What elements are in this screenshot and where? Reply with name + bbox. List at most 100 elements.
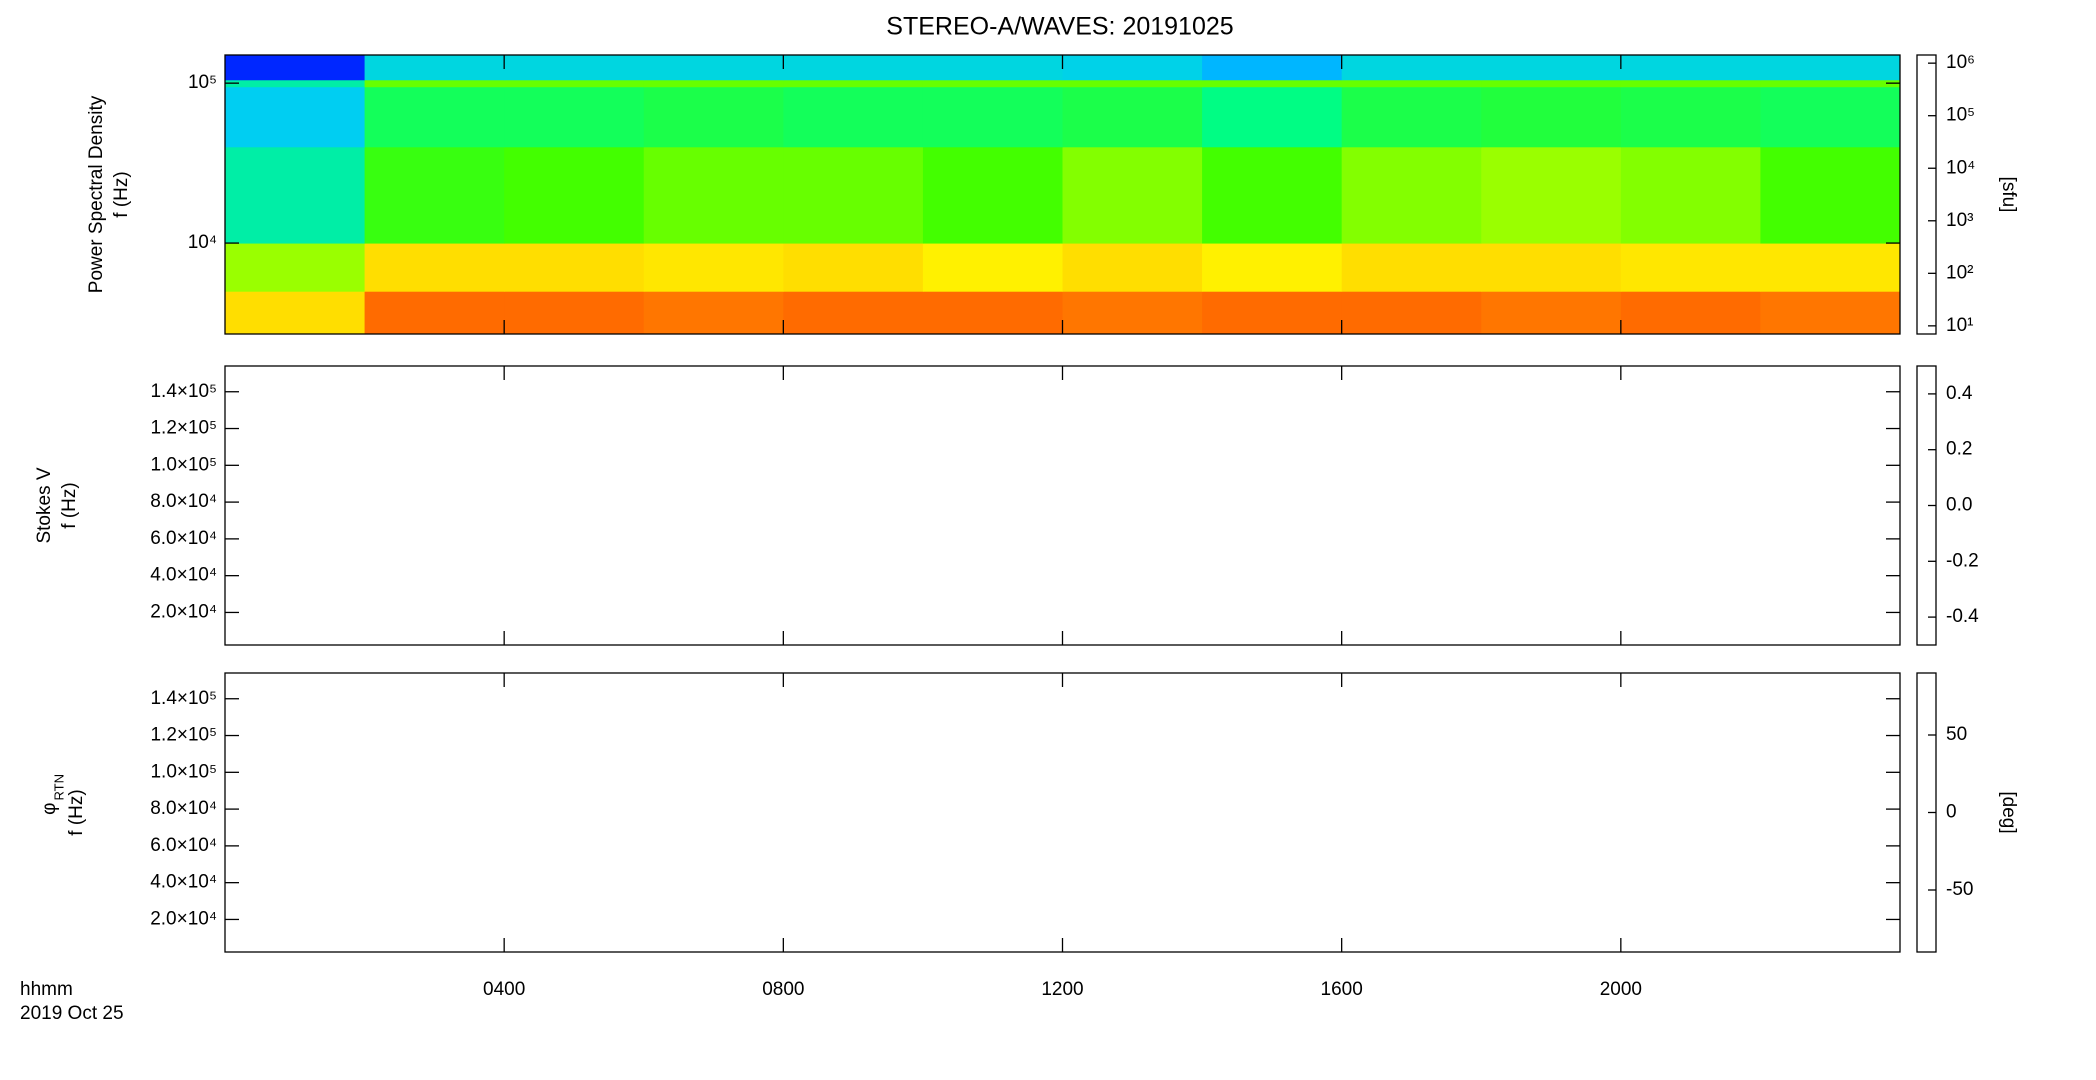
- heatmap-cell: [1481, 291, 1622, 335]
- colorbar-tick-label: 0: [1946, 802, 1957, 823]
- heatmap-cell: [1620, 291, 1761, 335]
- heatmap-cell: [1620, 55, 1761, 81]
- y-tick-label: 1.0×10⁵: [150, 761, 217, 782]
- y-tick-label: 1.2×10⁵: [150, 725, 217, 746]
- heatmap-cell: [504, 55, 645, 81]
- y-tick-label: 10⁴: [188, 232, 217, 253]
- heatmap-cell: [922, 146, 1063, 244]
- colorbar: [1916, 54, 1937, 335]
- y-tick-label: 8.0×10⁴: [150, 491, 217, 512]
- y-tick-label: 6.0×10⁴: [150, 835, 217, 856]
- colorbar-tick-label: 10³: [1946, 210, 1973, 231]
- colorbar-tick-label: 10⁶: [1946, 52, 1975, 73]
- colorbar-tick-label: -0.2: [1946, 550, 1979, 571]
- heatmap-cell: [1481, 55, 1622, 81]
- heatmap-cell: [504, 79, 645, 88]
- colorbar-tick-label: -50: [1946, 879, 1973, 900]
- heatmap-cell: [364, 79, 505, 88]
- heatmap-cell: [1341, 55, 1482, 81]
- heatmap-cell: [1760, 291, 1901, 335]
- heatmap-cell: [364, 86, 505, 148]
- heatmap-cell: [225, 79, 366, 88]
- heatmap-cell: [1341, 79, 1482, 88]
- heatmap-cell: [783, 79, 924, 88]
- heatmap-cell: [364, 243, 505, 292]
- heatmap-cell: [225, 55, 366, 81]
- y-tick-label: 1.0×10⁵: [150, 454, 217, 475]
- colorbar-tick-label: 10⁴: [1946, 157, 1975, 178]
- heatmap-cell: [364, 291, 505, 335]
- y-axis-label: Stokes V: [34, 467, 55, 543]
- colorbar-tick-label: 50: [1946, 724, 1967, 745]
- heatmap-cell: [783, 55, 924, 81]
- heatmap-cell: [1341, 146, 1482, 244]
- heatmap-cell: [922, 86, 1063, 148]
- colorbar-tick-label: 10²: [1946, 262, 1973, 283]
- heatmap-cell: [225, 86, 366, 148]
- heatmap-cell: [1202, 146, 1343, 244]
- heatmap-cell: [922, 79, 1063, 88]
- colorbar-tick-label: 0.4: [1946, 383, 1973, 404]
- heatmap-cell: [225, 291, 366, 335]
- colorbar-label: [deg]: [1998, 791, 2019, 833]
- heatmap-cell: [364, 55, 505, 81]
- x-axis-label: hhmm: [20, 979, 73, 1000]
- heatmap-cell: [364, 146, 505, 244]
- heatmap-cell: [1760, 79, 1901, 88]
- y-axis-label: f (Hz): [111, 171, 132, 217]
- x-tick-label: 2000: [1600, 979, 1642, 1000]
- date-label: 2019 Oct 25: [20, 1003, 124, 1024]
- heatmap-cell: [1062, 291, 1203, 335]
- heatmap-cell: [1202, 79, 1343, 88]
- x-tick-label: 0400: [483, 979, 525, 1000]
- colorbar-tick-label: 0.2: [1946, 439, 1972, 460]
- heatmap-cell: [225, 243, 366, 292]
- heatmap-cell: [1062, 55, 1203, 81]
- heatmap-cell: [922, 243, 1063, 292]
- heatmap-cell: [1620, 243, 1761, 292]
- colorbar-tick-label: 10⁵: [1946, 105, 1975, 126]
- y-tick-label: 4.0×10⁴: [150, 872, 217, 893]
- heatmap-cell: [783, 291, 924, 335]
- heatmap-cell: [504, 243, 645, 292]
- heatmap-cell: [1620, 86, 1761, 148]
- heatmap-cell: [1202, 291, 1343, 335]
- y-axis-label: f (Hz): [59, 482, 80, 528]
- heatmap-cell: [922, 291, 1063, 335]
- heatmap-cell: [1341, 291, 1482, 335]
- chart-title: STEREO-A/WAVES: 20191025: [886, 13, 1233, 41]
- y-tick-label: 6.0×10⁴: [150, 528, 217, 549]
- heatmap-cell: [504, 146, 645, 244]
- y-tick-label: 2.0×10⁴: [150, 601, 217, 622]
- colorbar-tick-label: 0.0: [1946, 495, 1972, 516]
- heatmap-cell: [504, 291, 645, 335]
- heatmap-cell: [1760, 146, 1901, 244]
- heatmap-cell: [783, 86, 924, 148]
- heatmap-cell: [1760, 86, 1901, 148]
- heatmap-cell: [643, 79, 784, 88]
- plot-frame: [224, 672, 1901, 953]
- heatmap-cell: [1341, 243, 1482, 292]
- heatmap-cell: [225, 146, 366, 244]
- heatmap-cell: [1481, 243, 1622, 292]
- colorbar-label: [sfu]: [1998, 177, 2019, 213]
- y-tick-label: 1.4×10⁵: [150, 381, 217, 402]
- heatmap-cell: [1760, 243, 1901, 292]
- heatmap-cell: [1620, 79, 1761, 88]
- heatmap-cell: [783, 146, 924, 244]
- y-tick-label: 10⁵: [188, 72, 217, 93]
- y-tick-label: 1.4×10⁵: [150, 688, 217, 709]
- heatmap-cell: [1062, 79, 1203, 88]
- heatmap-cell: [643, 243, 784, 292]
- x-tick-label: 1200: [1041, 979, 1083, 1000]
- heatmap-cell: [1481, 79, 1622, 88]
- y-tick-label: 2.0×10⁴: [150, 908, 217, 929]
- heatmap-cell: [1620, 146, 1761, 244]
- y-axis-label: f (Hz): [66, 789, 87, 835]
- y-axis-label-subscript: RTN: [51, 774, 66, 800]
- heatmap-cell: [1481, 86, 1622, 148]
- heatmap-cell: [1202, 86, 1343, 148]
- x-tick-label: 1600: [1321, 979, 1363, 1000]
- heatmap-cell: [1202, 243, 1343, 292]
